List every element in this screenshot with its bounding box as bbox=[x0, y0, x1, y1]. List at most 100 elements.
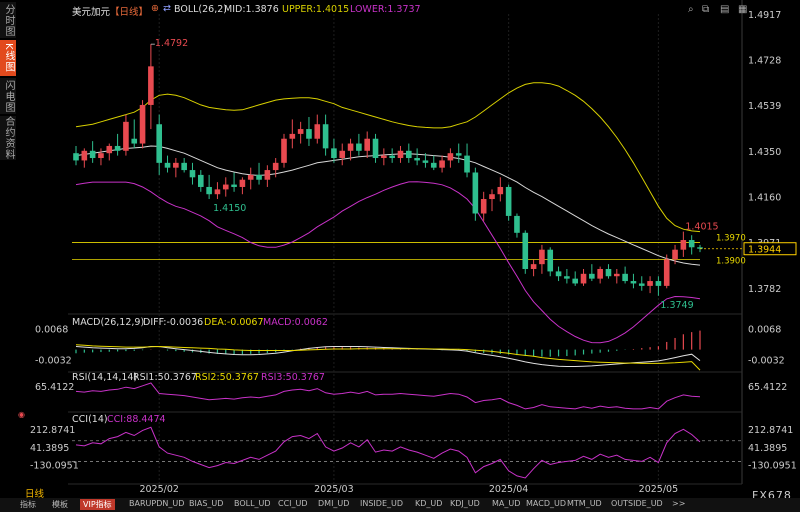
candle-body bbox=[306, 129, 312, 139]
candle-body bbox=[322, 124, 329, 149]
candle-body bbox=[247, 174, 254, 180]
tab-barupdn[interactable]: BARUPDN_UD bbox=[129, 499, 185, 508]
boll-upper: UPPER:1.4015 bbox=[282, 4, 350, 15]
cci-line bbox=[75, 426, 701, 479]
side-tabs: 分时图 K线图 闪电图 合约资料 bbox=[0, 0, 16, 160]
tab-flash-chart[interactable]: 闪电图 bbox=[0, 78, 16, 114]
candle-body bbox=[198, 174, 204, 187]
candle-body bbox=[638, 283, 645, 286]
candle-body bbox=[697, 247, 703, 249]
candle-body bbox=[73, 153, 79, 161]
candle-body bbox=[264, 170, 271, 180]
candle-body bbox=[680, 240, 687, 250]
compare-icon[interactable]: ⧉ bbox=[702, 4, 710, 15]
tab-indicator[interactable]: 指标 bbox=[20, 500, 36, 509]
tab-more[interactable]: >> bbox=[672, 499, 686, 508]
tab-outside[interactable]: OUTSIDE_UD bbox=[611, 499, 663, 508]
tab-boll[interactable]: BOLL_UD bbox=[234, 499, 271, 508]
candle-body bbox=[406, 150, 412, 159]
candle-body bbox=[555, 271, 562, 277]
candle-body bbox=[173, 162, 179, 168]
last-price-tag bbox=[743, 242, 797, 256]
candle-body bbox=[514, 215, 520, 233]
candle-body bbox=[314, 124, 321, 139]
candle-body bbox=[564, 276, 570, 279]
candle-body bbox=[472, 172, 479, 214]
candle-body bbox=[489, 194, 495, 200]
tab-bias[interactable]: BIAS_UD bbox=[189, 499, 224, 508]
candle-body bbox=[663, 259, 670, 286]
expand-icon[interactable]: ▤ bbox=[720, 4, 730, 15]
search-icon[interactable]: ⌕ bbox=[688, 4, 694, 15]
candle-body bbox=[356, 143, 362, 151]
candle-body bbox=[464, 155, 470, 173]
candle-body bbox=[672, 249, 678, 260]
cci-y-tick-left: 212.8741 bbox=[30, 425, 75, 436]
boll-lower-line bbox=[75, 181, 701, 344]
settings-icon[interactable]: ⊕ bbox=[151, 3, 159, 14]
candle-body bbox=[589, 273, 595, 279]
candle-body bbox=[439, 160, 445, 168]
y-tick-label: 1.4160 bbox=[748, 193, 781, 204]
candle-body bbox=[114, 145, 121, 151]
candle-body bbox=[597, 268, 603, 279]
candle-body bbox=[339, 150, 346, 159]
candle-body bbox=[605, 268, 612, 277]
tab-vip-indicator[interactable]: VIP指标 bbox=[80, 499, 115, 510]
low2-annotation: 1.3749 bbox=[660, 300, 693, 311]
rsi-line bbox=[75, 382, 701, 410]
candle-body bbox=[181, 162, 187, 171]
x-tick-label: 2025/03 bbox=[314, 484, 353, 495]
candle-body bbox=[256, 174, 262, 180]
price-ref-label: 1.3970 bbox=[716, 233, 746, 243]
indicator-swap-icon[interactable]: ⇄ bbox=[163, 3, 171, 14]
tab-kd[interactable]: KD_UD bbox=[415, 499, 443, 508]
candle-body bbox=[655, 281, 662, 286]
rsi2-value: RSI2:50.3767 bbox=[195, 372, 259, 383]
candle-body bbox=[222, 184, 229, 190]
candle-body bbox=[156, 124, 162, 163]
rsi-y-tick-left: 65.4122 bbox=[35, 382, 74, 393]
tab-mtm[interactable]: MTM_UD bbox=[567, 499, 602, 508]
tab-kdj[interactable]: KDJ_UD bbox=[450, 499, 480, 508]
cci-y-tick: 41.3895 bbox=[748, 443, 787, 454]
alert-dot-icon[interactable]: ◉ bbox=[18, 410, 25, 419]
y-tick-label: 1.4917 bbox=[748, 10, 781, 21]
low1-annotation: 1.4150 bbox=[213, 203, 246, 214]
candle-body bbox=[497, 186, 504, 195]
candle-body bbox=[389, 155, 395, 159]
y-tick-label: 1.4539 bbox=[748, 101, 781, 112]
macd-y-tick-left: -0.0032 bbox=[35, 355, 72, 366]
rsi3-value: RSI3:50.3767 bbox=[261, 372, 325, 383]
candle-body bbox=[539, 249, 545, 265]
cci-y-tick: 212.8741 bbox=[748, 425, 793, 436]
macd-dea: DEA:-0.0067 bbox=[204, 317, 264, 328]
symbol-name: 美元加元 bbox=[72, 7, 111, 18]
cci-value: CCI:88.4474 bbox=[107, 414, 166, 425]
period-label[interactable]: 日线 bbox=[25, 489, 45, 500]
candle-body bbox=[331, 148, 337, 159]
y-tick-label: 1.3782 bbox=[748, 284, 781, 295]
candle-body bbox=[123, 121, 129, 151]
tab-inside[interactable]: INSIDE_UD bbox=[360, 499, 404, 508]
boll-mid-line bbox=[75, 145, 701, 266]
candle-body bbox=[89, 150, 96, 159]
tab-time-chart[interactable]: 分时图 bbox=[0, 2, 16, 38]
tab-template[interactable]: 模板 bbox=[52, 500, 68, 509]
layout-icon[interactable]: ▦ bbox=[738, 4, 748, 15]
candle-body bbox=[547, 249, 554, 272]
boll-mid: MID:1.3876 bbox=[224, 4, 279, 15]
macd-y-tick-left: 0.0068 bbox=[35, 325, 68, 336]
tab-dmi[interactable]: DMI_UD bbox=[318, 499, 350, 508]
tab-kline-chart[interactable]: K线图 bbox=[0, 40, 16, 76]
tab-ma[interactable]: MA_UD bbox=[492, 499, 521, 508]
tab-macd[interactable]: MACD_UD bbox=[526, 499, 566, 508]
cci-label: CCI(14) bbox=[72, 414, 108, 425]
candle-body bbox=[164, 162, 171, 168]
tab-contract-info[interactable]: 合约资料 bbox=[0, 116, 16, 160]
candle-body bbox=[281, 138, 287, 163]
candle-body bbox=[622, 273, 628, 282]
tab-cci[interactable]: CCI_UD bbox=[278, 499, 308, 508]
candle-body bbox=[289, 133, 296, 139]
